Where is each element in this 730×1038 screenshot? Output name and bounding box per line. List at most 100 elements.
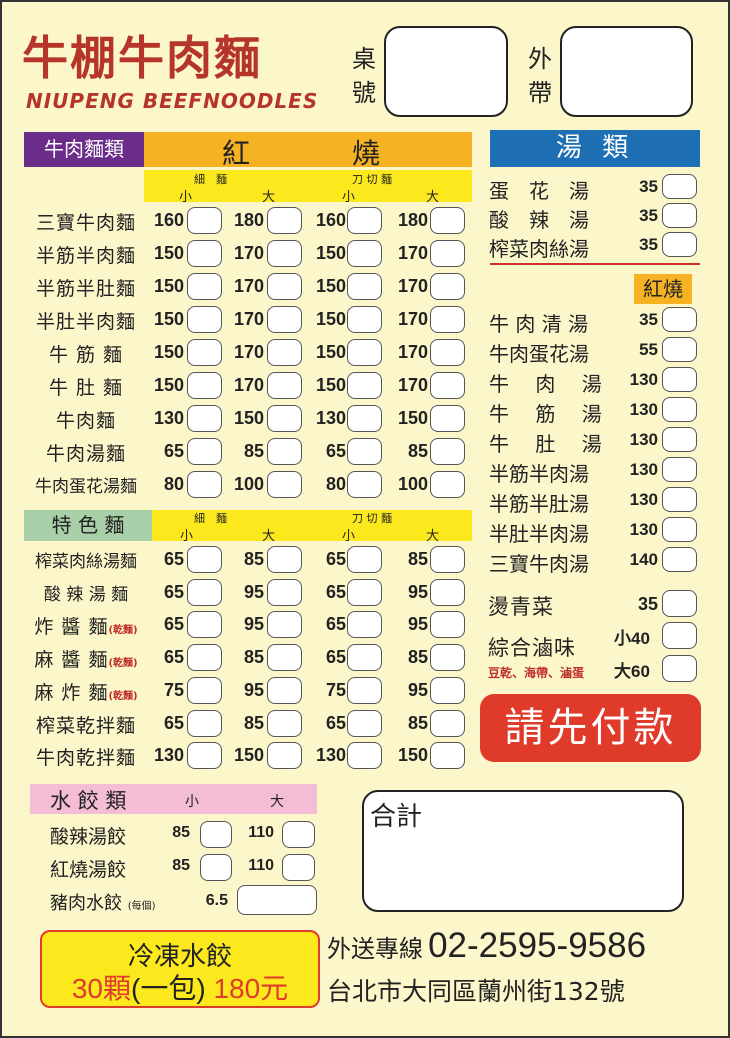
quantity-box[interactable] (187, 471, 222, 498)
quantity-box[interactable] (187, 306, 222, 333)
quantity-box[interactable] (662, 427, 697, 452)
item-price: 95 (407, 679, 428, 700)
quantity-box[interactable] (187, 578, 222, 606)
quantity-box[interactable] (662, 367, 697, 392)
quantity-box[interactable] (430, 742, 465, 770)
quantity-box[interactable] (347, 742, 382, 770)
quantity-box[interactable] (282, 821, 315, 848)
quantity-box[interactable] (430, 644, 465, 672)
quantity-box[interactable] (267, 438, 302, 465)
quantity-box[interactable] (347, 438, 382, 465)
table-number-field[interactable] (384, 26, 508, 117)
quantity-box[interactable] (662, 397, 697, 422)
quantity-box[interactable] (187, 372, 222, 399)
item-price: 150 (397, 745, 428, 766)
takeout-field[interactable] (560, 26, 693, 117)
quantity-box[interactable] (662, 174, 697, 199)
quantity-box[interactable] (430, 405, 465, 432)
quantity-box[interactable] (267, 676, 302, 704)
quantity-box[interactable] (267, 644, 302, 672)
small-label: 小 (342, 529, 356, 544)
quantity-box[interactable] (662, 457, 697, 482)
quantity-box[interactable] (347, 240, 382, 267)
quantity-box[interactable] (662, 307, 697, 332)
quantity-box[interactable] (187, 611, 222, 639)
quantity-box[interactable] (347, 709, 382, 737)
frozen-price-line: 30顆(一包) 180元 (42, 973, 318, 1005)
quantity-box[interactable] (187, 207, 222, 234)
quantity-box[interactable] (267, 546, 302, 573)
quantity-box[interactable] (347, 372, 382, 399)
quantity-box[interactable] (430, 611, 465, 639)
quantity-box[interactable] (662, 203, 697, 228)
quantity-box[interactable] (187, 405, 222, 432)
greens-qty-box[interactable] (662, 590, 697, 617)
quantity-box[interactable] (282, 854, 315, 881)
quantity-box[interactable] (430, 339, 465, 366)
quantity-box[interactable] (430, 546, 465, 573)
quantity-box[interactable] (347, 306, 382, 333)
quantity-box[interactable] (267, 471, 302, 498)
quantity-box[interactable] (200, 821, 232, 848)
quantity-box[interactable] (187, 438, 222, 465)
item-price: 170 (233, 276, 264, 296)
quantity-box[interactable] (347, 405, 382, 432)
quantity-box[interactable] (267, 207, 302, 234)
quantity-box[interactable] (267, 372, 302, 399)
quantity-box[interactable] (347, 578, 382, 606)
quantity-box[interactable] (430, 372, 465, 399)
quantity-box[interactable] (347, 644, 382, 672)
quantity-box[interactable] (662, 232, 697, 257)
quantity-box[interactable] (267, 339, 302, 366)
delivery-phone[interactable]: 02-2595-9586 (428, 926, 647, 965)
item-price: 150 (315, 375, 346, 395)
quantity-box[interactable] (187, 644, 222, 672)
quantity-box[interactable] (187, 240, 222, 267)
table-label-1: 桌 (352, 45, 376, 73)
quantity-box[interactable] (430, 676, 465, 704)
quantity-box[interactable] (187, 339, 222, 366)
quantity-box[interactable] (267, 611, 302, 639)
quantity-box[interactable] (267, 240, 302, 267)
soup-item-name: 牛 肉 湯 (489, 372, 602, 396)
quantity-box[interactable] (347, 207, 382, 234)
quantity-box[interactable] (267, 306, 302, 333)
quantity-box[interactable] (347, 546, 382, 573)
quantity-box[interactable] (347, 471, 382, 498)
soup-item-price: 130 (629, 370, 658, 389)
quantity-box[interactable] (430, 709, 465, 737)
quantity-box[interactable] (347, 676, 382, 704)
soup-item-price: 55 (639, 340, 658, 359)
quantity-box[interactable] (662, 517, 697, 542)
quantity-box[interactable] (267, 709, 302, 737)
quantity-box[interactable] (347, 611, 382, 639)
quantity-box[interactable] (430, 471, 465, 498)
quantity-box[interactable] (430, 240, 465, 267)
pork-dumpling-qty-box[interactable] (237, 885, 317, 915)
quantity-box[interactable] (430, 578, 465, 606)
lumei-large-qty-box[interactable] (662, 655, 697, 682)
quantity-box[interactable] (662, 487, 697, 512)
quantity-box[interactable] (347, 339, 382, 366)
soup-item-name: 三寶牛肉湯 (489, 552, 589, 576)
quantity-box[interactable] (187, 676, 222, 704)
quantity-box[interactable] (347, 273, 382, 300)
quantity-box[interactable] (187, 709, 222, 737)
lumei-small-qty-box[interactable] (662, 622, 697, 649)
quantity-box[interactable] (187, 742, 222, 770)
item-price: 160 (315, 210, 346, 230)
quantity-box[interactable] (430, 306, 465, 333)
quantity-box[interactable] (662, 337, 697, 362)
quantity-box[interactable] (430, 273, 465, 300)
quantity-box[interactable] (267, 405, 302, 432)
quantity-box[interactable] (267, 578, 302, 606)
quantity-box[interactable] (200, 854, 232, 881)
quantity-box[interactable] (662, 547, 697, 572)
quantity-box[interactable] (187, 273, 222, 300)
quantity-box[interactable] (430, 207, 465, 234)
quantity-box[interactable] (430, 438, 465, 465)
total-field[interactable]: 合計 (362, 790, 684, 912)
quantity-box[interactable] (187, 546, 222, 573)
quantity-box[interactable] (267, 273, 302, 300)
quantity-box[interactable] (267, 742, 302, 770)
